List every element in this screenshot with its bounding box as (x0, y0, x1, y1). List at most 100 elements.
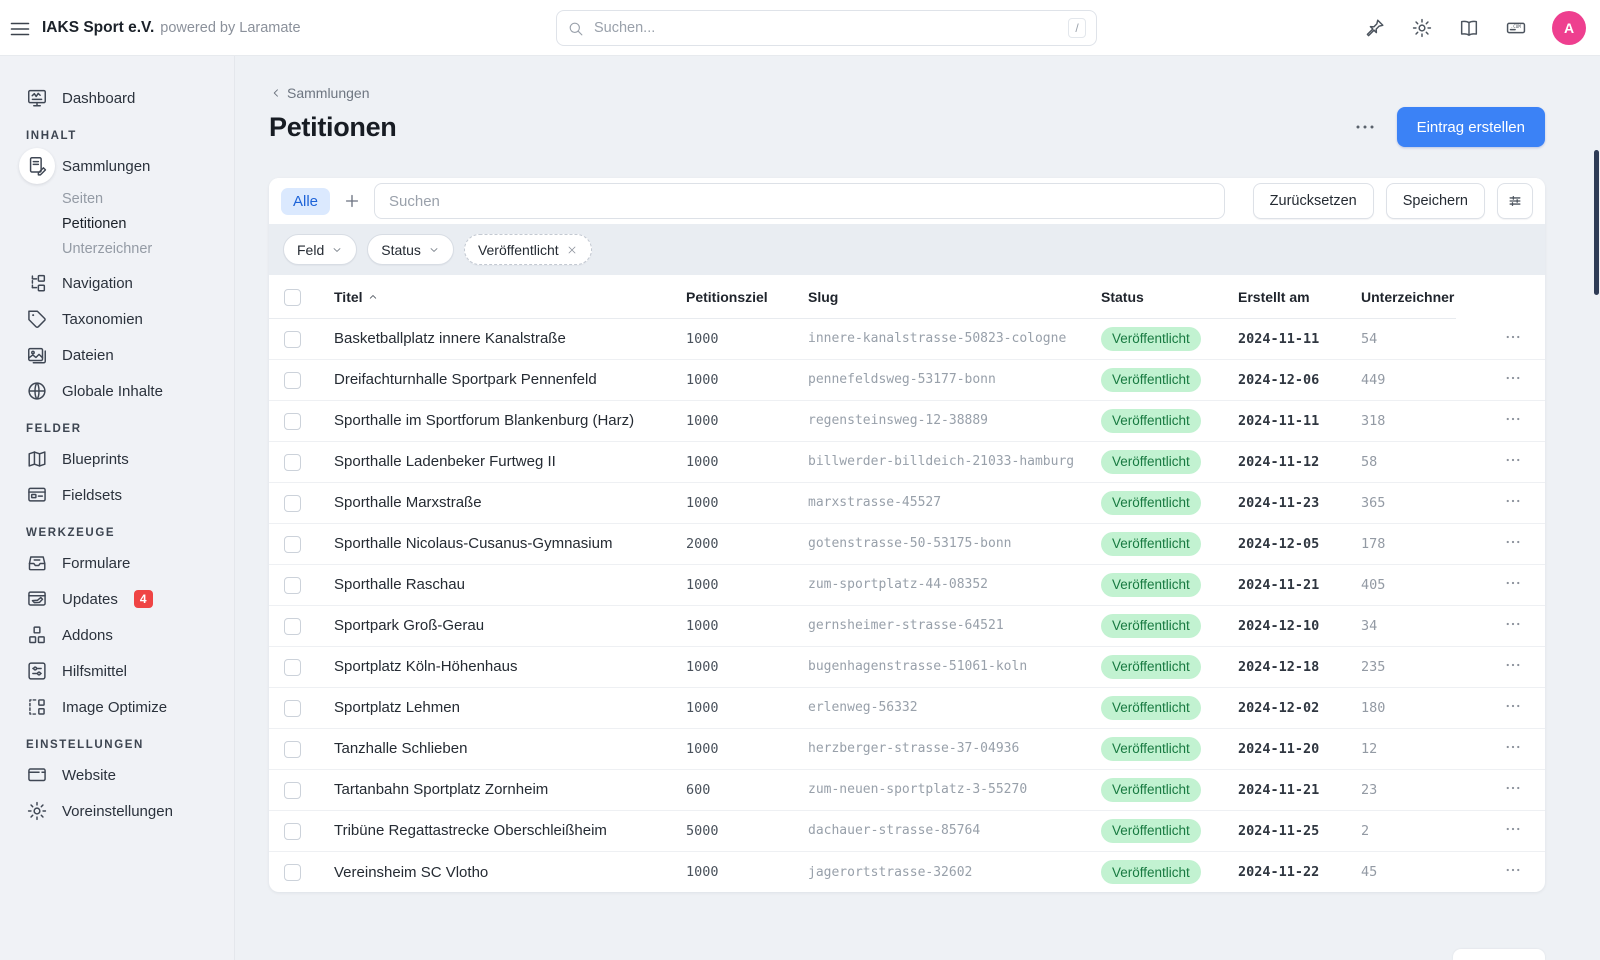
row-checkbox[interactable] (284, 536, 301, 553)
row-checkbox[interactable] (284, 331, 301, 348)
sidebar-item-formulare[interactable]: Formulare (0, 545, 234, 581)
entry-title-link[interactable]: Tribüne Regattastrecke Oberschleißheim (319, 810, 671, 851)
column-header-unterzeichner[interactable]: Unterzeichner (1346, 275, 1456, 318)
remove-filter-icon[interactable] (566, 244, 578, 256)
filter-chip-status[interactable]: Status (367, 234, 454, 265)
sidebar-item-updates[interactable]: Updates4 (0, 581, 234, 617)
sidebar-item-globale-inhalte[interactable]: Globale Inhalte (0, 373, 234, 409)
petition-goal: 2000 (671, 523, 793, 564)
sidebar-item-blueprints[interactable]: Blueprints (0, 441, 234, 477)
page-options-icon[interactable] (1353, 115, 1377, 139)
view-tab-alle[interactable]: Alle (281, 188, 330, 215)
table-row: Sporthalle Ladenbeker Furtweg II1000bill… (269, 441, 1545, 482)
image-optimize-icon (26, 696, 48, 718)
global-search-input[interactable] (592, 19, 1060, 37)
row-checkbox[interactable] (284, 495, 301, 512)
row-checkbox[interactable] (284, 659, 301, 676)
listing-search[interactable] (374, 183, 1225, 219)
sidebar-item-navigation[interactable]: Navigation (0, 265, 234, 301)
row-checkbox[interactable] (284, 864, 301, 881)
sidebar-subitem-unterzeichner[interactable]: Unterzeichner (62, 236, 234, 261)
sidebar-item-dateien[interactable]: Dateien (0, 337, 234, 373)
select-all-checkbox[interactable] (284, 289, 301, 306)
pin-icon[interactable] (1364, 17, 1386, 39)
row-checkbox[interactable] (284, 372, 301, 389)
entry-title-link[interactable]: Sportpark Groß-Gerau (319, 605, 671, 646)
row-actions-icon[interactable] (1504, 369, 1522, 387)
sidebar-subitem-petitionen[interactable]: Petitionen (62, 211, 234, 236)
book-icon[interactable] (1458, 17, 1480, 39)
row-checkbox[interactable] (284, 823, 301, 840)
row-checkbox[interactable] (284, 782, 301, 799)
column-header-titel[interactable]: Titel (319, 275, 671, 318)
row-checkbox[interactable] (284, 577, 301, 594)
menu-icon[interactable] (8, 17, 32, 41)
entry-title-link[interactable]: Sporthalle Marxstraße (319, 482, 671, 523)
entry-title-link[interactable]: Sporthalle Nicolaus-Cusanus-Gymnasium (319, 523, 671, 564)
entry-title-link[interactable]: Vereinsheim SC Vlotho (319, 851, 671, 892)
sidebar-subitem-seiten[interactable]: Seiten (62, 186, 234, 211)
row-actions-icon[interactable] (1504, 697, 1522, 715)
row-actions-icon[interactable] (1504, 492, 1522, 510)
column-header-petitionsziel[interactable]: Petitionsziel (671, 275, 793, 318)
column-header-slug[interactable]: Slug (793, 275, 1086, 318)
gear-icon[interactable] (1411, 17, 1433, 39)
row-checkbox[interactable] (284, 618, 301, 635)
create-entry-button[interactable]: Eintrag erstellen (1397, 107, 1545, 147)
column-settings-button[interactable] (1497, 183, 1533, 219)
row-actions-icon[interactable] (1504, 656, 1522, 674)
sidebar-item-hilfsmittel[interactable]: Hilfsmittel (0, 653, 234, 689)
row-actions-icon[interactable] (1504, 574, 1522, 592)
sidebar-item-sammlungen[interactable]: Sammlungen (0, 148, 234, 184)
row-actions-icon[interactable] (1504, 615, 1522, 633)
breadcrumb[interactable]: Sammlungen (269, 84, 370, 102)
listing-search-input[interactable] (387, 192, 1212, 211)
sidebar-item-voreinstellungen[interactable]: Voreinstellungen (0, 793, 234, 829)
column-header-erstellt-am[interactable]: Erstellt am (1223, 275, 1346, 318)
entry-slug: regensteinsweg-12-38889 (793, 400, 1086, 441)
row-checkbox[interactable] (284, 413, 301, 430)
sidebar-item-addons[interactable]: Addons (0, 617, 234, 653)
sidebar-item-fieldsets[interactable]: Fieldsets (0, 477, 234, 513)
sidebar-item-website[interactable]: Website (0, 757, 234, 793)
row-actions-icon[interactable] (1504, 820, 1522, 838)
signer-count: 405 (1346, 564, 1456, 605)
domain-icon[interactable]: .COM (1505, 17, 1527, 39)
row-actions-icon[interactable] (1504, 861, 1522, 879)
table-row: Basketballplatz innere Kanalstraße1000in… (269, 318, 1545, 359)
save-button[interactable]: Speichern (1386, 183, 1485, 219)
per-page-selector[interactable] (1453, 949, 1545, 960)
row-actions-icon[interactable] (1504, 779, 1522, 797)
entry-title-link[interactable]: Basketballplatz innere Kanalstraße (319, 318, 671, 359)
scrollbar-thumb[interactable] (1594, 150, 1599, 295)
row-checkbox[interactable] (284, 700, 301, 717)
entry-title-link[interactable]: Sporthalle im Sportforum Blankenburg (Ha… (319, 400, 671, 441)
column-header-label: Slug (808, 289, 838, 305)
created-date: 2024-11-22 (1223, 851, 1346, 892)
row-actions-icon[interactable] (1504, 451, 1522, 469)
sidebar-item-taxonomien[interactable]: Taxonomien (0, 301, 234, 337)
avatar[interactable]: A (1552, 11, 1586, 45)
entry-title-link[interactable]: Sportplatz Lehmen (319, 687, 671, 728)
row-actions-icon[interactable] (1504, 533, 1522, 551)
row-checkbox[interactable] (284, 741, 301, 758)
entry-title-link[interactable]: Sporthalle Ladenbeker Furtweg II (319, 441, 671, 482)
row-actions-icon[interactable] (1504, 738, 1522, 756)
reset-button[interactable]: Zurücksetzen (1253, 183, 1374, 219)
column-header-status[interactable]: Status (1086, 275, 1223, 318)
row-actions-icon[interactable] (1504, 328, 1522, 346)
entry-title-link[interactable]: Dreifachturnhalle Sportpark Pennenfeld (319, 359, 671, 400)
add-view-icon[interactable] (342, 191, 362, 211)
entry-title-link[interactable]: Sportplatz Köln-Höhenhaus (319, 646, 671, 687)
brand-link[interactable]: IAKS Sport e.V. powered by Laramate (42, 0, 301, 56)
entry-title-link[interactable]: Sporthalle Raschau (319, 564, 671, 605)
entry-title-link[interactable]: Tartanbahn Sportplatz Zornheim (319, 769, 671, 810)
filter-chip-ver-ffentlicht[interactable]: Veröffentlicht (464, 234, 592, 265)
filter-chip-feld[interactable]: Feld (283, 234, 357, 265)
sidebar-item-image-optimize[interactable]: Image Optimize (0, 689, 234, 725)
sidebar-item-dashboard[interactable]: Dashboard (0, 80, 234, 116)
row-actions-icon[interactable] (1504, 410, 1522, 428)
row-checkbox[interactable] (284, 454, 301, 471)
entry-title-link[interactable]: Tanzhalle Schlieben (319, 728, 671, 769)
global-search[interactable]: / (556, 10, 1097, 46)
